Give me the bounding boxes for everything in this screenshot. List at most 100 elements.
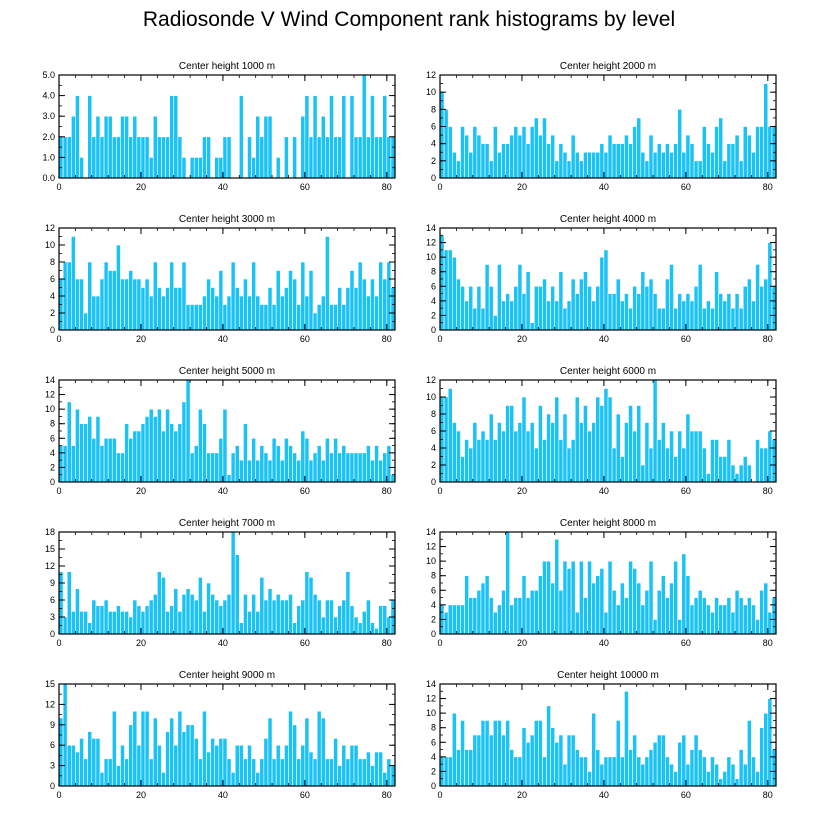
bar bbox=[619, 300, 625, 331]
bar bbox=[357, 758, 363, 787]
bar bbox=[599, 568, 605, 635]
bar bbox=[570, 560, 576, 635]
bar bbox=[329, 95, 334, 179]
y-tick-label: 12 bbox=[426, 542, 436, 552]
bar bbox=[296, 304, 302, 331]
x-tick-label: 20 bbox=[136, 182, 146, 192]
y-tick-label: 6 bbox=[50, 433, 55, 443]
bar bbox=[103, 261, 109, 331]
bar bbox=[132, 599, 138, 635]
panel-3: Center height 3000 m 0 20 40 60 80 0 2 4 6 8 10 12 bbox=[45, 214, 396, 344]
bar bbox=[357, 452, 363, 483]
bar bbox=[714, 271, 719, 331]
bar bbox=[140, 611, 146, 635]
bar bbox=[206, 582, 211, 635]
bar bbox=[144, 605, 150, 635]
bar bbox=[271, 758, 277, 787]
bar bbox=[579, 560, 584, 635]
bar bbox=[615, 720, 621, 787]
bar bbox=[337, 287, 343, 331]
bar bbox=[275, 744, 281, 787]
bar bbox=[669, 582, 674, 635]
bar bbox=[300, 430, 306, 483]
bar bbox=[292, 452, 297, 483]
bar bbox=[677, 619, 683, 635]
bar bbox=[697, 749, 703, 787]
bar bbox=[456, 430, 461, 483]
y-tick-label: 4 bbox=[50, 448, 55, 458]
bar bbox=[304, 95, 310, 179]
bar bbox=[341, 95, 347, 179]
bar bbox=[333, 136, 338, 179]
bar bbox=[574, 151, 580, 179]
bar bbox=[644, 756, 650, 787]
bar bbox=[366, 295, 371, 331]
bar bbox=[595, 285, 601, 331]
bar bbox=[751, 756, 756, 787]
y-tick-label: 10 bbox=[426, 87, 436, 97]
bar bbox=[157, 287, 162, 331]
bar bbox=[267, 287, 273, 331]
bar bbox=[128, 616, 134, 635]
bar bbox=[689, 604, 695, 635]
bar bbox=[542, 560, 547, 635]
bar bbox=[480, 307, 486, 331]
bar bbox=[361, 74, 367, 179]
bar bbox=[144, 136, 150, 179]
bar bbox=[693, 597, 699, 635]
bar bbox=[312, 758, 318, 787]
bar bbox=[533, 589, 539, 635]
bar bbox=[75, 588, 80, 635]
bar bbox=[111, 611, 117, 635]
bar bbox=[111, 437, 117, 483]
bar bbox=[742, 604, 748, 635]
bar bbox=[734, 293, 740, 331]
panel-title: Center height 10000 m bbox=[557, 670, 659, 681]
bar bbox=[468, 447, 474, 483]
y-tick-label: 4 bbox=[431, 296, 436, 306]
bar bbox=[189, 594, 195, 635]
bar bbox=[484, 575, 490, 635]
bar bbox=[173, 430, 179, 483]
bar bbox=[99, 772, 105, 787]
bar bbox=[497, 264, 502, 331]
bar bbox=[120, 452, 125, 483]
bar bbox=[484, 143, 490, 179]
bar bbox=[607, 293, 613, 331]
bar bbox=[185, 379, 191, 483]
bar bbox=[230, 452, 236, 483]
bar bbox=[79, 278, 84, 331]
bar bbox=[751, 151, 756, 179]
y-tick-label: 4.0 bbox=[42, 91, 55, 101]
bar bbox=[62, 616, 68, 635]
x-tick-label: 60 bbox=[681, 182, 691, 192]
bar bbox=[193, 599, 199, 635]
bar bbox=[591, 712, 597, 787]
bar bbox=[292, 724, 297, 787]
bar bbox=[353, 616, 359, 635]
y-tick-label: 6 bbox=[431, 585, 436, 595]
bar bbox=[279, 295, 285, 331]
bar bbox=[759, 727, 765, 787]
bar bbox=[263, 115, 269, 179]
bar bbox=[468, 597, 474, 635]
bar bbox=[329, 304, 334, 331]
bar bbox=[517, 264, 523, 331]
bar bbox=[370, 622, 375, 635]
y-tick-label: 0 bbox=[50, 629, 55, 639]
bar bbox=[570, 734, 576, 787]
bar bbox=[513, 126, 519, 179]
bar bbox=[316, 599, 322, 635]
bar bbox=[341, 304, 347, 331]
x-tick-label: 60 bbox=[300, 790, 310, 800]
bar bbox=[660, 151, 666, 179]
bar bbox=[296, 605, 302, 635]
bar bbox=[95, 295, 101, 331]
bar bbox=[103, 115, 109, 179]
x-tick-label: 20 bbox=[517, 486, 527, 496]
y-tick-label: 8 bbox=[50, 257, 55, 267]
bar bbox=[734, 134, 740, 179]
bar bbox=[505, 531, 510, 635]
bar bbox=[706, 604, 711, 635]
bar bbox=[312, 312, 318, 331]
